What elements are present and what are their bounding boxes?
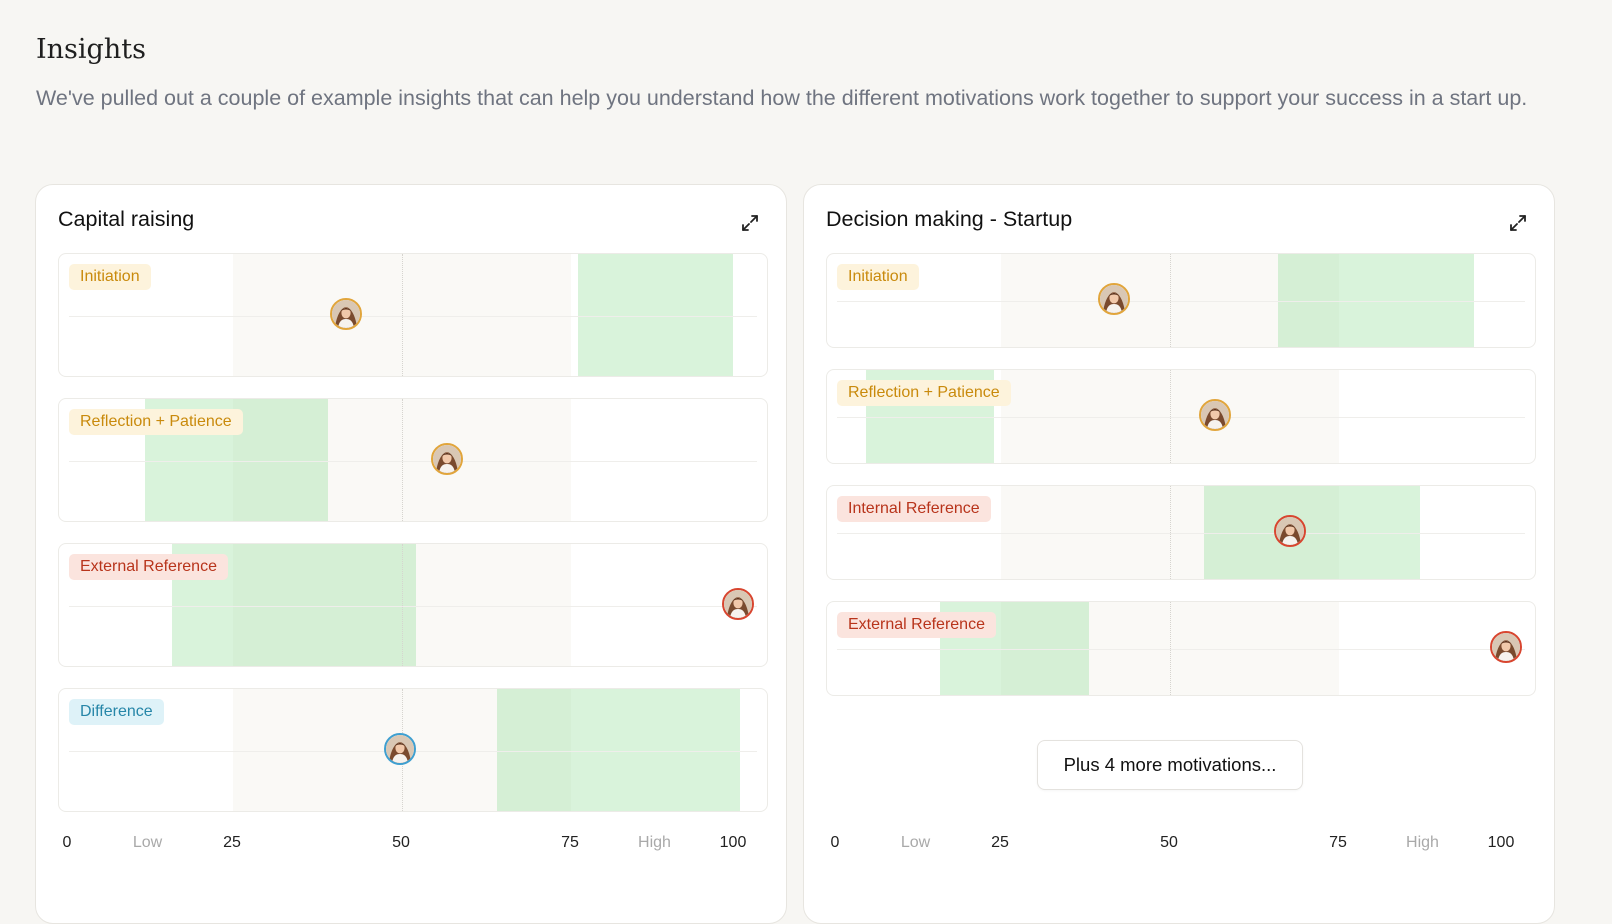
avatar-icon — [386, 735, 414, 763]
axis-tick-label: 100 — [719, 834, 747, 851]
avatar-score-marker[interactable] — [329, 298, 362, 330]
avatar-icon — [1099, 285, 1128, 313]
more-motivations-button[interactable]: Plus 4 more motivations... — [1037, 740, 1303, 790]
axis-zone-label: High — [638, 834, 671, 851]
avatar-icon — [433, 445, 462, 473]
avatar-score-marker[interactable] — [1273, 515, 1306, 547]
score-track — [69, 606, 757, 607]
avatar-icon — [1201, 401, 1230, 429]
target-range-band — [1203, 486, 1421, 579]
motivation-row: External Reference — [58, 543, 768, 667]
score-track — [69, 461, 757, 462]
axis-tick-label: 75 — [1329, 834, 1347, 851]
score-track — [69, 316, 757, 317]
motivation-label: Reflection + Patience — [837, 380, 1011, 406]
midpoint-line — [402, 544, 403, 666]
axis-tick-label: 50 — [392, 834, 410, 851]
motivation-row: Initiation — [826, 253, 1536, 348]
axis-tick-label: 25 — [991, 834, 1009, 851]
motivation-row: Difference — [58, 688, 768, 812]
motivation-label: Internal Reference — [837, 496, 991, 522]
avatar-icon — [724, 590, 752, 618]
expand-button[interactable] — [1504, 209, 1532, 237]
midpoint-line — [1170, 486, 1171, 579]
motivation-row: Internal Reference — [826, 485, 1536, 580]
page-title: Insights — [36, 34, 146, 65]
expand-button[interactable] — [736, 209, 764, 237]
midpoint-line — [1170, 254, 1171, 347]
avatar-score-marker[interactable] — [1490, 631, 1522, 663]
score-track — [837, 533, 1525, 534]
axis-tick-label: 50 — [1160, 834, 1178, 851]
motivation-label: Initiation — [837, 264, 919, 290]
avatar-icon — [331, 300, 360, 328]
axis-tick-label: 100 — [1487, 834, 1515, 851]
avatar-score-marker[interactable] — [1199, 399, 1232, 431]
target-range-band — [496, 689, 740, 811]
motivation-row: Initiation — [58, 253, 768, 377]
card-title: Capital raising — [58, 207, 195, 231]
avatar-icon — [1275, 517, 1304, 545]
axis-zone-label: Low — [900, 834, 931, 851]
motivation-label: Reflection + Patience — [69, 409, 243, 435]
motivation-row: Reflection + Patience — [58, 398, 768, 522]
motivation-label: External Reference — [69, 554, 228, 580]
expand-icon — [1510, 215, 1526, 231]
page-description: We've pulled out a couple of example ins… — [36, 86, 1528, 110]
axis-zone-label: Low — [132, 834, 163, 851]
motivation-label: Difference — [69, 699, 164, 725]
avatar-score-marker[interactable] — [722, 588, 754, 620]
motivation-label: Initiation — [69, 264, 151, 290]
motivation-row: Reflection + Patience — [826, 369, 1536, 464]
target-range-band — [577, 254, 734, 376]
axis-tick-label: 0 — [830, 834, 840, 851]
motivation-row: External Reference — [826, 601, 1536, 696]
insight-card-capital-raising: Capital raising Initiation Reflection + P… — [35, 184, 787, 924]
motivation-label: External Reference — [837, 612, 996, 638]
midpoint-line — [402, 399, 403, 521]
axis-tick-label: 75 — [561, 834, 579, 851]
score-track — [837, 301, 1525, 302]
score-track — [837, 649, 1525, 650]
axis-tick-label: 25 — [223, 834, 241, 851]
target-range-band — [1278, 254, 1475, 347]
card-title: Decision making - Startup — [826, 207, 1073, 231]
avatar-icon — [1492, 633, 1520, 661]
insight-card-decision-making: Decision making - Startup Initiation Refl… — [803, 184, 1555, 924]
avatar-score-marker[interactable] — [431, 443, 464, 475]
expand-icon — [742, 215, 758, 231]
score-track — [837, 417, 1525, 418]
avatar-score-marker[interactable] — [384, 733, 416, 765]
midpoint-line — [1170, 370, 1171, 463]
avatar-score-marker[interactable] — [1097, 283, 1130, 315]
axis-zone-label: High — [1406, 834, 1439, 851]
axis-tick-label: 0 — [62, 834, 72, 851]
midpoint-line — [1170, 602, 1171, 695]
midpoint-line — [402, 254, 403, 376]
